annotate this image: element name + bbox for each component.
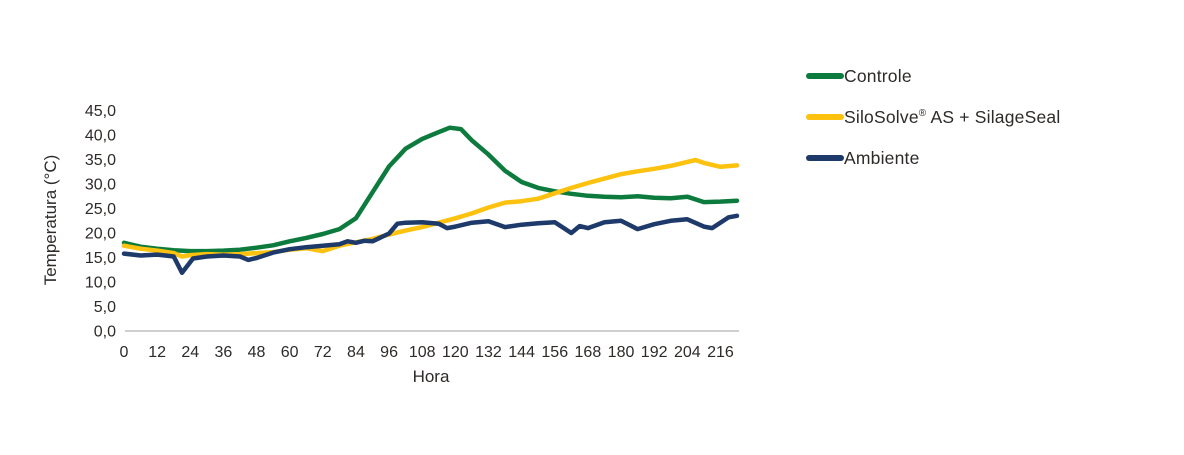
x-tick-label: 84: [347, 344, 365, 361]
legend-label: Ambiente: [844, 147, 920, 168]
x-tick-label: 0: [120, 344, 129, 361]
legend-label: SiloSolve® AS + SilageSeal: [844, 106, 1061, 127]
series-line-silosolve-as-silageseal: [121, 157, 740, 259]
x-tick-label: 120: [442, 344, 469, 361]
legend-line-swatch-icon: [806, 155, 844, 161]
x-tick-label: 60: [281, 344, 299, 361]
y-tick-label: 0,0: [94, 324, 116, 341]
y-tick-label: 5,0: [94, 299, 116, 316]
x-tick-label: 48: [248, 344, 266, 361]
axis-layer: 0 12 24 36 48 60 72 84 96 108 120 132 144 156 168 180 19…: [85, 103, 739, 361]
y-tick-label: 35,0: [85, 152, 116, 169]
legend-item-controle: Controle: [806, 64, 1060, 88]
x-axis-title: Hora: [413, 367, 450, 386]
x-tick-label: 168: [575, 344, 602, 361]
legend-label: Controle: [844, 65, 912, 86]
x-tick-label: 96: [380, 344, 398, 361]
x-tick-label: 72: [314, 344, 332, 361]
y-axis-title: Temperatura (°C): [41, 155, 60, 286]
x-tick-label: 108: [409, 344, 436, 361]
x-tick-label: 156: [541, 344, 568, 361]
legend-line-swatch-icon: [806, 114, 844, 120]
series-line-ambiente: [121, 213, 740, 275]
x-tick-label: 204: [674, 344, 701, 361]
x-tick-label: 180: [608, 344, 635, 361]
y-tick-label: 25,0: [85, 201, 116, 218]
legend-item-silosolve-as-silageseal: SiloSolve® AS + SilageSeal: [806, 105, 1060, 129]
series-layer: [121, 125, 740, 275]
x-tick-label: 216: [707, 344, 734, 361]
x-tick-label: 132: [475, 344, 502, 361]
legend-item-ambiente: Ambiente: [806, 146, 1060, 170]
chart-legend: Controle SiloSolve® AS + SilageSeal Ambien…: [806, 64, 1060, 170]
x-tick-label: 144: [508, 344, 535, 361]
x-tick-label: 36: [215, 344, 233, 361]
x-tick-label: 12: [148, 344, 166, 361]
y-tick-label: 45,0: [85, 103, 116, 120]
y-tick-label: 40,0: [85, 128, 116, 145]
y-tick-label: 15,0: [85, 250, 116, 267]
y-tick-label: 20,0: [85, 226, 116, 243]
y-tick-label: 30,0: [85, 177, 116, 194]
series-line-controle: [121, 125, 740, 254]
legend-line-swatch-icon: [806, 73, 844, 79]
x-tick-label: 192: [641, 344, 668, 361]
y-tick-label: 10,0: [85, 275, 116, 292]
x-tick-label: 24: [181, 344, 199, 361]
